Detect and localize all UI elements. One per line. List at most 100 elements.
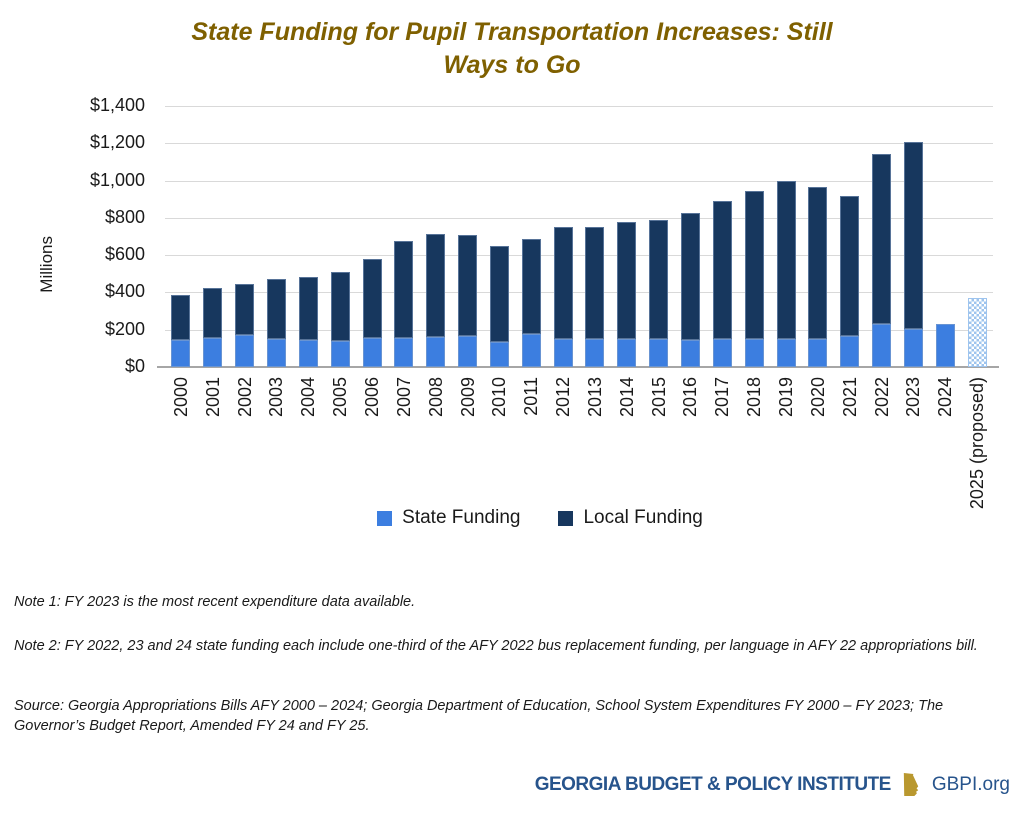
x-axis-line [157,366,999,368]
source-note: Source: Georgia Appropriations Bills AFY… [14,698,944,734]
bar-state-2013 [585,339,605,367]
bar-state-2019 [776,339,796,367]
x-tick-2015: 2015 [648,377,670,422]
x-tick-2022: 2022 [871,377,893,422]
x-tick-2008: 2008 [425,377,447,422]
y-tick-800: $800 [104,206,145,227]
bar-state-2008 [426,337,446,367]
bar-local-2015 [649,220,669,339]
x-tick-2014: 2014 [616,377,638,422]
x-tick-2016: 2016 [679,377,701,422]
x-tick-2009: 2009 [457,377,479,422]
bar-local-2006 [362,259,382,338]
x-tick-label-2022: 2022 [871,377,892,418]
bar-local-2001 [203,288,223,338]
bar-local-2012 [553,227,573,339]
bar-local-2021 [840,196,860,336]
x-tick-2012: 2012 [552,377,574,422]
x-tick-2001: 2001 [202,377,224,422]
bar-state-2021 [840,336,860,367]
x-tick-label-2010: 2010 [489,377,510,418]
org-name: GEORGIA BUDGET & POLICY INSTITUTE [534,773,892,795]
bar-local-2018 [744,191,764,339]
bar-local-2003 [266,279,286,339]
x-tick-2018: 2018 [743,377,765,422]
chart-title-line2: Ways to Go [443,51,581,79]
gridline-200 [165,329,993,331]
bar-state-2004 [298,340,318,367]
x-tick-2021: 2021 [839,377,861,422]
gridline-1200 [165,143,993,145]
x-tick-2025: 2025 (proposed) [966,377,988,514]
org-site: GBPI.org [931,773,1010,795]
x-tick-2006: 2006 [361,377,383,422]
x-tick-2002: 2002 [234,377,256,422]
gridline-1000 [165,180,993,182]
x-tick-label-2007: 2007 [393,377,414,418]
bar-local-2020 [808,187,828,339]
bar-state-2003 [266,339,286,367]
bar-local-2008 [426,234,446,337]
bar-state-2015 [649,339,669,367]
x-tick-2019: 2019 [775,377,797,422]
x-tick-label-2005: 2005 [330,377,351,418]
x-tick-label-2018: 2018 [744,377,765,418]
footer-branding: GEORGIA BUDGET & POLICY INSTITUTE GBPI.o… [535,772,1010,797]
x-tick-label-2023: 2023 [903,377,924,418]
x-tick-label-2015: 2015 [648,377,669,418]
bar-local-2023 [903,142,923,329]
x-tick-label-2013: 2013 [584,377,605,418]
x-tick-label-2021: 2021 [839,377,860,418]
x-tick-label-2009: 2009 [457,377,478,418]
bar-local-2019 [776,181,796,339]
x-axis-tick-labels: 2000 2001 2002 2003 2004 2005 2006 2007 2008 2009… [165,377,993,557]
y-tick-1000: $1,000 [89,169,145,190]
bar-state-2007 [394,338,414,367]
bar-local-2004 [298,277,318,340]
x-tick-2011: 2011 [520,377,542,421]
y-tick-0: $0 [124,356,145,376]
bar-local-2009 [458,235,478,336]
bar-local-2007 [394,241,414,338]
note-1: Note 1: FY 2023 is the most recent expen… [14,594,416,610]
x-tick-2013: 2013 [584,377,606,422]
x-tick-label-2001: 2001 [202,377,223,418]
x-tick-2004: 2004 [297,377,319,422]
bar-state-2000 [171,340,191,367]
legend-item-local-funding: Local Funding [558,507,703,529]
x-tick-label-2000: 2000 [170,377,191,418]
x-tick-2020: 2020 [807,377,829,422]
x-tick-label-2003: 2003 [266,377,287,418]
gridline-800 [165,217,993,219]
georgia-state-icon [903,773,919,796]
bar-local-2002 [235,284,255,335]
y-axis-tick-labels: $0 $200 $400 $600 $800 $1,000 $1,200 $1,400 [0,95,155,376]
x-tick-2017: 2017 [711,377,733,422]
bar-local-2011 [521,239,541,334]
bar-state-2017 [712,339,732,367]
legend-label-local: Local Funding [583,507,703,528]
bar-local-2014 [617,222,637,339]
bar-state-2018 [744,339,764,367]
x-tick-label-2016: 2016 [680,377,701,418]
legend-item-state-funding: State Funding [377,507,520,529]
x-tick-2010: 2010 [488,377,510,422]
bar-state-2005 [330,341,350,367]
bar-state-2009 [458,336,478,367]
bar-state-2023 [903,329,923,367]
bar-state-2025 [967,298,987,367]
x-tick-label-2008: 2008 [425,377,446,418]
x-tick-2003: 2003 [265,377,287,422]
x-tick-label-2024: 2024 [935,377,956,418]
gridline-600 [165,255,993,257]
y-tick-400: $400 [104,281,145,302]
x-tick-label-2004: 2004 [298,377,319,418]
bar-local-2013 [585,227,605,339]
y-tick-200: $200 [104,318,145,339]
gridline-400 [165,292,993,294]
bar-state-2016 [680,340,700,367]
bar-state-2020 [808,339,828,367]
bar-local-2000 [171,295,191,340]
bar-state-2001 [203,338,223,367]
bar-state-2011 [521,334,541,367]
